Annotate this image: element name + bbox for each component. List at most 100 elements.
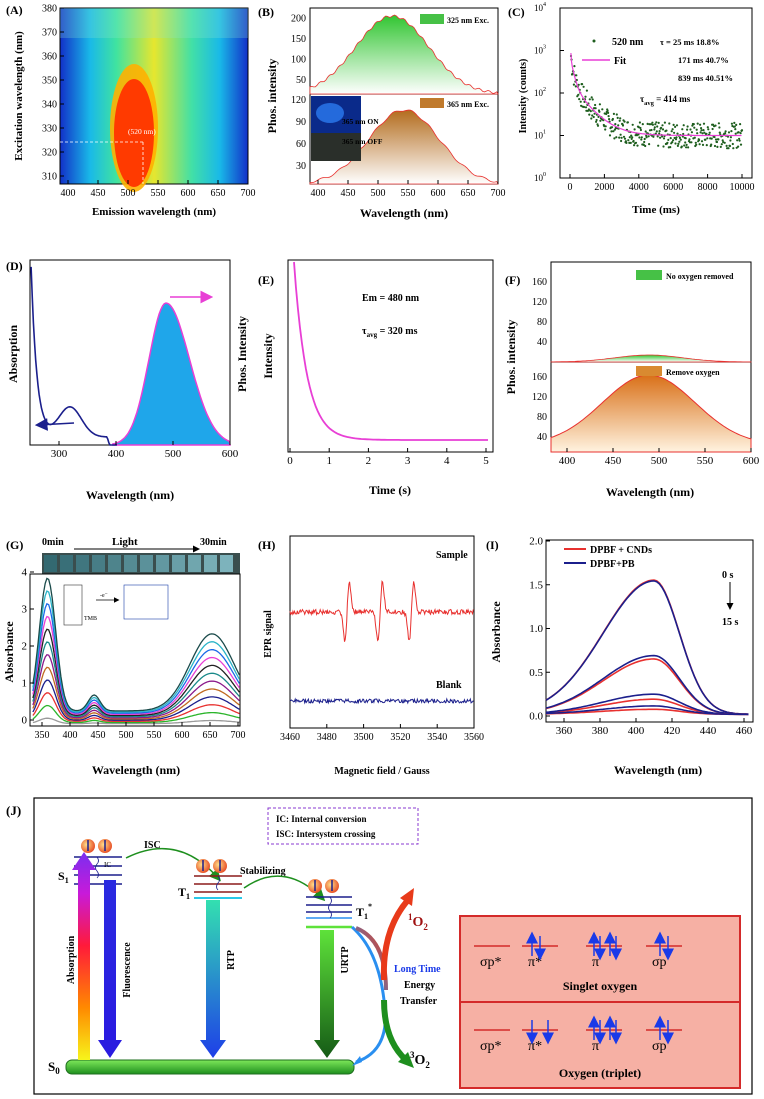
absorbance-curve — [32, 679, 240, 721]
data-point — [686, 125, 689, 128]
x-tick-label: 0 — [568, 182, 573, 193]
data-point — [730, 130, 733, 133]
isc-arrow — [125, 847, 221, 882]
legend-swatch-green — [636, 270, 662, 280]
data-point — [656, 135, 659, 138]
data-point — [573, 65, 576, 68]
x-tick-label: 440 — [700, 725, 717, 737]
data-point — [716, 145, 719, 148]
remove-oxygen-curve — [550, 374, 752, 453]
x-tick-label: 400 — [559, 455, 576, 467]
absorbance-curve — [32, 615, 240, 716]
x-tick-label: 360 — [556, 725, 573, 737]
x-tick-label: 5 — [483, 455, 489, 467]
x-tick-label: 400 — [108, 448, 125, 460]
data-point — [626, 121, 630, 124]
orbital-label: π — [592, 955, 599, 970]
data-point — [649, 123, 653, 126]
data-point — [663, 121, 667, 124]
x-tick-label: 420 — [664, 725, 681, 737]
y-tick-label: 2.0 — [529, 536, 543, 548]
data-point — [571, 72, 574, 75]
x-tick-label: 650 — [461, 188, 476, 199]
data-point — [591, 114, 594, 117]
absorbance-curve — [32, 666, 240, 720]
panel-e: (E) Em = 480 nm τavg = 320 ms 0 1 2 3 4 5 Tim… — [258, 259, 494, 497]
y-tick-label: 200 — [291, 14, 306, 25]
data-point — [693, 136, 696, 139]
data-point — [647, 135, 650, 138]
y-tick-label: 0 — [22, 715, 28, 727]
data-point — [615, 136, 618, 139]
data-point — [598, 110, 601, 113]
data-point — [695, 128, 698, 131]
t1-wave — [216, 875, 220, 891]
legend-dpbf-pb: DPBF+PB — [590, 559, 635, 570]
panel-g-ylabel: Absorbance — [2, 621, 16, 683]
data-point — [734, 128, 737, 131]
data-point — [621, 124, 625, 127]
y-tick-label: 330 — [42, 124, 57, 135]
data-point — [601, 108, 604, 111]
cuvette — [76, 555, 89, 572]
panel-d-ylabel-left: Absorption — [6, 325, 20, 383]
orbital-label: σp* — [480, 955, 502, 970]
panel-j: (J) IC: Internal conversion ISC: Intersy… — [6, 797, 753, 1095]
tau-avg-text: τavg = 414 ms — [640, 94, 691, 107]
urtp-label: URTP — [340, 947, 351, 974]
data-point — [610, 130, 613, 133]
data-point — [608, 134, 612, 137]
y-tick-label: 102 — [534, 87, 546, 98]
data-point — [589, 110, 592, 113]
triplet-arrow-head — [398, 1052, 414, 1068]
blank-epr-trace — [289, 697, 474, 705]
data-point — [641, 123, 644, 126]
absorbance-curve — [32, 641, 240, 718]
orbital-label: σp — [652, 1039, 667, 1054]
data-point — [672, 139, 675, 142]
y-tick-label: 80 — [537, 412, 547, 423]
t1-levels — [194, 875, 242, 899]
data-point — [607, 115, 610, 118]
data-point — [656, 125, 659, 128]
s1-label: S1 — [58, 869, 69, 885]
data-point — [634, 141, 638, 144]
data-point — [572, 83, 576, 86]
data-point — [657, 144, 660, 147]
triplet-box-bg — [459, 1001, 741, 1089]
time-0s: 0 s — [722, 570, 734, 581]
data-point — [700, 127, 703, 130]
sample-label: Sample — [436, 550, 468, 561]
data-point — [652, 135, 655, 138]
tau2-text: 171 ms 40.7% — [678, 55, 729, 65]
x-tick-label: 10000 — [730, 182, 755, 193]
data-point — [687, 146, 690, 149]
decay-fit-curve — [570, 53, 742, 137]
data-point — [718, 131, 721, 134]
panel-g: (G) Light 0min 30min TMB -e⁻ 350 400 450 50… — [2, 536, 246, 777]
data-point — [738, 137, 741, 140]
legend-label-325: 325 nm Exc. — [447, 16, 489, 25]
data-point — [644, 144, 647, 148]
x-tick-label: 3460 — [280, 732, 300, 743]
absorption-arrow — [72, 852, 96, 1060]
legend-label-365: 365 nm Exc. — [447, 100, 489, 109]
data-point — [627, 139, 630, 142]
y-tick-label: 3 — [22, 604, 28, 616]
data-point — [629, 141, 632, 144]
y-tick-label: 50 — [296, 75, 306, 86]
x-tick-label: 2000 — [594, 182, 614, 193]
legend-dpbf-cnds: DPBF + CNDs — [590, 545, 652, 556]
data-point — [694, 141, 697, 144]
cuvette — [220, 555, 233, 572]
data-point — [731, 142, 734, 146]
data-point — [665, 129, 668, 132]
data-point — [623, 137, 627, 140]
data-point — [736, 139, 739, 142]
panel-d: (D) 300 400 500 600 Wavelength (nm) Absorpt… — [6, 259, 249, 502]
data-point — [706, 137, 709, 140]
panel-j-frame — [33, 797, 753, 1095]
data-point — [733, 125, 736, 128]
data-point — [584, 106, 588, 109]
data-point — [616, 116, 619, 119]
